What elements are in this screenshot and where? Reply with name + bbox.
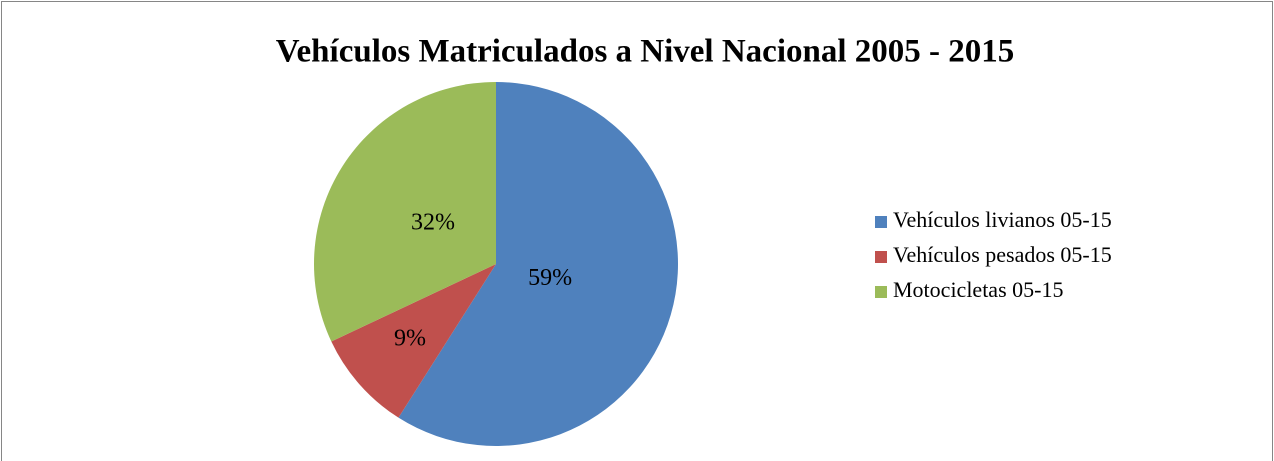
- pie-slice: [313, 82, 496, 342]
- data-label: 32%: [411, 210, 455, 236]
- legend-label: Vehículos livianos 05-15: [893, 207, 1112, 232]
- legend-swatch: [875, 251, 887, 263]
- data-label: 9%: [394, 325, 426, 351]
- legend-label: Vehículos pesados 05-15: [893, 242, 1112, 267]
- chart-title: Vehículos Matriculados a Nivel Nacional …: [276, 34, 1015, 70]
- pie-slice: [398, 82, 678, 446]
- legend-swatch: [875, 286, 887, 298]
- legend-swatch: [875, 216, 887, 228]
- legend-label: Motocicletas 05-15: [893, 277, 1063, 302]
- data-label: 59%: [528, 265, 572, 291]
- pie-slice: [331, 264, 496, 418]
